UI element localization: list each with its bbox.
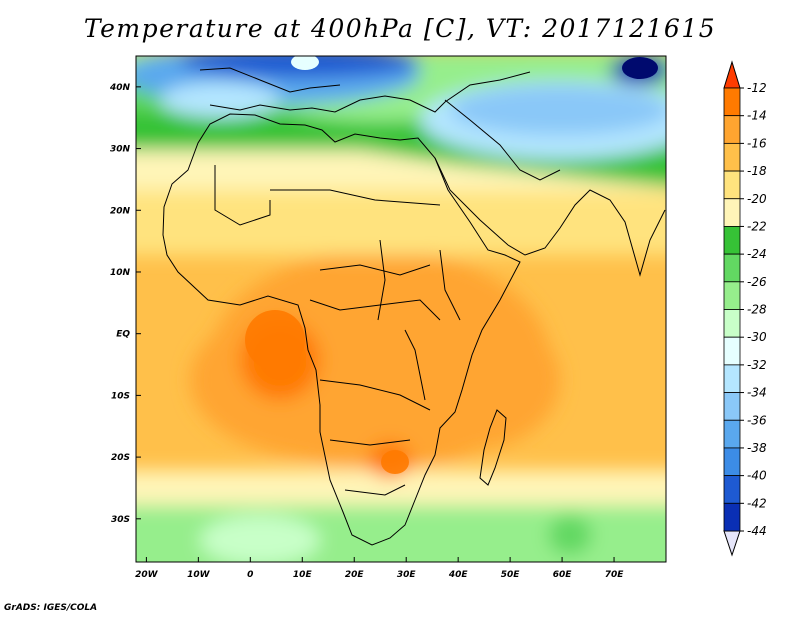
colorbar-swatch [723,170,741,200]
lon-tick-label: 60E [553,570,573,580]
colorbar-swatch [723,281,741,310]
colorbar-label: -30 [747,330,767,344]
lon-tick-label: 40E [448,570,469,580]
colorbar-swatch [723,309,741,338]
lat-tick-label: EQ [116,330,130,340]
lon-tick-label: 10W [187,570,211,580]
colorbar-swatch [723,364,741,393]
coastlines [162,67,666,546]
colorbar-swatch [723,392,741,421]
colorbar-swatch [723,419,741,449]
lat-tick-label: 20S [111,453,130,463]
colorbar-label: -36 [747,413,767,427]
temperature-field [136,56,666,562]
lat-tick-label: 20N [110,206,131,216]
lon-tick-label: 50E [501,570,521,580]
colorbar-label: -38 [747,441,767,455]
lon-tick-label: 70E [605,570,625,580]
colorbar-label: -44 [747,524,767,538]
map-title: Temperature at 400hPa [C], VT: 201712161… [83,14,717,43]
colorbar-label: -18 [747,164,767,178]
colorbar-label: -28 [747,303,767,317]
colorbar-label: -14 [747,109,767,123]
lat-tick-label: 10N [110,268,131,278]
lat-tick-label: 10S [111,391,130,401]
colorbar-swatch [723,447,741,477]
colorbar-label: -42 [747,496,767,510]
colorbar-swatch [723,475,741,504]
lon-tick-label: 0 [247,570,253,580]
colorbar-label: -16 [747,136,767,150]
colorbar-label: -22 [747,219,767,233]
credit-label: GrADS: IGES/COLA [4,603,98,613]
colorbar-swatch [723,502,741,532]
colorbar: -12 -14 -16 -18 -20 -22 -24 -26 -28 -30 -32 -34 -36 -… [723,60,767,557]
lon-tick-label: 20E [345,570,365,580]
latitude-axis: 40N 30N 20N 10N EQ 10S 20S 30S [109,83,141,525]
colorbar-bottom-triangle [723,530,741,557]
plot-frame [135,55,667,563]
colorbar-swatch [723,336,741,366]
colorbar-swatch [723,198,741,227]
colorbar-swatch [723,87,741,117]
colorbar-label: -40 [747,469,767,483]
colorbar-label: -34 [747,386,767,400]
colorbar-label: -20 [747,192,767,206]
lat-tick-label: 30S [111,515,130,525]
longitude-axis: 20W 10W 0 10E 20E 30E 40E 50E 60E 70E [135,557,624,580]
lat-tick-label: 30N [110,145,131,155]
colorbar-label: -32 [747,358,767,372]
colorbar-label: -26 [747,275,767,289]
colorbar-swatch [723,253,741,283]
lon-tick-label: 10E [293,570,313,580]
colorbar-top-triangle [723,60,741,89]
colorbar-label: -12 [747,81,767,95]
colorbar-swatch [723,115,741,144]
lon-tick-label: 20W [135,570,159,580]
lat-tick-label: 40N [109,83,131,93]
colorbar-swatch [723,142,741,172]
lon-tick-label: 30E [397,570,417,580]
colorbar-swatch [723,226,741,255]
colorbar-label: -24 [747,247,767,261]
